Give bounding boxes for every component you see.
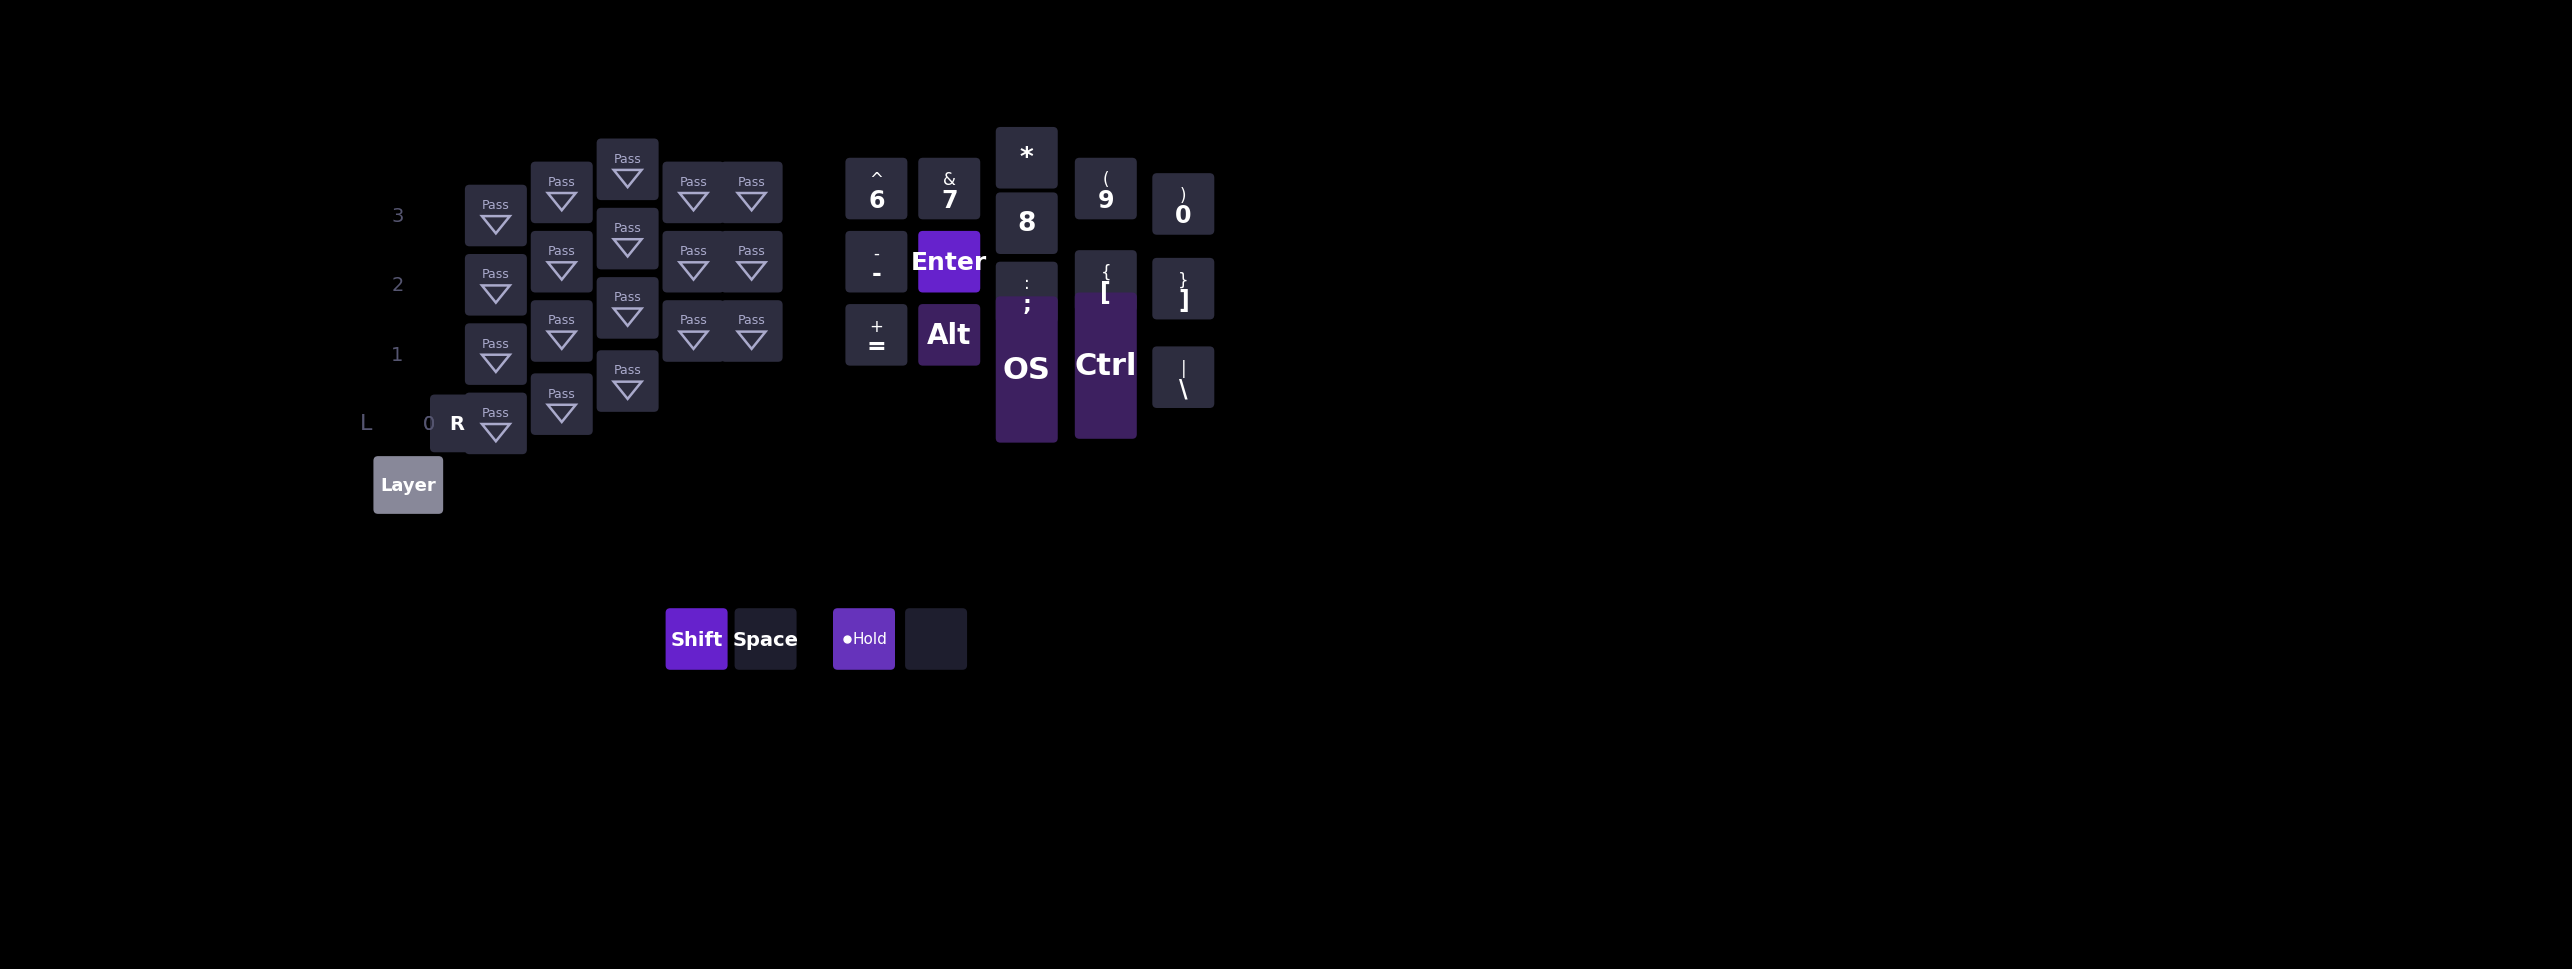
Text: \: \ [1178, 377, 1188, 401]
Text: Hold: Hold [854, 632, 887, 647]
FancyBboxPatch shape [466, 255, 527, 316]
Text: ;: ; [1021, 295, 1031, 314]
FancyBboxPatch shape [918, 159, 980, 220]
Text: Pass: Pass [615, 152, 640, 166]
FancyBboxPatch shape [1075, 294, 1137, 439]
Text: -: - [872, 262, 882, 286]
Text: ]: ] [1178, 289, 1188, 312]
FancyBboxPatch shape [905, 609, 967, 671]
Text: 1: 1 [391, 345, 404, 364]
Text: Layer: Layer [381, 477, 437, 494]
Text: Pass: Pass [615, 364, 640, 377]
Text: [: [ [1101, 281, 1111, 304]
FancyBboxPatch shape [597, 140, 658, 201]
FancyBboxPatch shape [720, 163, 782, 224]
FancyBboxPatch shape [1075, 159, 1137, 220]
Text: ^: ^ [869, 172, 882, 189]
Text: Pass: Pass [738, 175, 766, 189]
Text: Pass: Pass [548, 388, 576, 400]
FancyBboxPatch shape [846, 304, 908, 366]
Text: Pass: Pass [481, 268, 509, 281]
FancyBboxPatch shape [995, 193, 1057, 255]
Text: Pass: Pass [679, 314, 707, 328]
Text: 0: 0 [424, 415, 435, 433]
FancyBboxPatch shape [597, 278, 658, 339]
FancyBboxPatch shape [736, 609, 797, 671]
Text: (: ( [1103, 172, 1109, 189]
FancyBboxPatch shape [720, 301, 782, 362]
Text: ): ) [1181, 186, 1186, 204]
FancyBboxPatch shape [664, 163, 725, 224]
Text: L: L [360, 414, 373, 434]
Text: OS: OS [1003, 356, 1052, 385]
Text: *: * [1021, 145, 1034, 172]
Text: Pass: Pass [548, 314, 576, 328]
FancyBboxPatch shape [1152, 174, 1214, 235]
Text: +: + [869, 317, 882, 335]
FancyBboxPatch shape [846, 159, 908, 220]
Text: 9: 9 [1098, 188, 1114, 212]
Text: Enter: Enter [910, 250, 988, 274]
FancyBboxPatch shape [430, 395, 484, 453]
FancyBboxPatch shape [530, 163, 592, 224]
Text: -: - [874, 244, 880, 263]
Text: :: : [1024, 275, 1029, 293]
FancyBboxPatch shape [846, 232, 908, 294]
Text: 6: 6 [869, 188, 885, 212]
FancyBboxPatch shape [833, 609, 895, 671]
Text: Alt: Alt [926, 322, 972, 350]
Text: Pass: Pass [679, 245, 707, 258]
Text: Pass: Pass [738, 314, 766, 328]
FancyBboxPatch shape [1152, 259, 1214, 320]
Text: |: | [1181, 359, 1186, 378]
Text: Pass: Pass [481, 406, 509, 420]
Text: {: { [1101, 264, 1111, 281]
Text: Pass: Pass [548, 175, 576, 189]
FancyBboxPatch shape [530, 301, 592, 362]
Text: Pass: Pass [548, 245, 576, 258]
Text: Shift: Shift [671, 630, 723, 649]
Text: Pass: Pass [738, 245, 766, 258]
FancyBboxPatch shape [597, 208, 658, 270]
Text: Pass: Pass [481, 199, 509, 211]
Text: 2: 2 [391, 276, 404, 295]
Text: Pass: Pass [481, 337, 509, 350]
FancyBboxPatch shape [1075, 251, 1137, 312]
Text: Pass: Pass [679, 175, 707, 189]
Text: 3: 3 [391, 206, 404, 226]
FancyBboxPatch shape [597, 351, 658, 413]
FancyBboxPatch shape [1152, 347, 1214, 409]
FancyBboxPatch shape [720, 232, 782, 294]
FancyBboxPatch shape [995, 297, 1057, 443]
FancyBboxPatch shape [918, 304, 980, 366]
Text: Pass: Pass [615, 291, 640, 304]
Text: R: R [450, 415, 466, 433]
FancyBboxPatch shape [373, 456, 442, 515]
FancyBboxPatch shape [664, 301, 725, 362]
FancyBboxPatch shape [466, 324, 527, 386]
FancyBboxPatch shape [995, 128, 1057, 189]
FancyBboxPatch shape [530, 374, 592, 435]
FancyBboxPatch shape [466, 185, 527, 247]
Text: Space: Space [733, 630, 797, 649]
FancyBboxPatch shape [918, 232, 980, 294]
Text: 7: 7 [941, 188, 957, 212]
FancyBboxPatch shape [666, 609, 728, 671]
Text: 8: 8 [1019, 211, 1037, 237]
FancyBboxPatch shape [995, 263, 1057, 324]
Text: &: & [944, 172, 957, 189]
Text: }: } [1178, 271, 1188, 289]
Text: Pass: Pass [615, 222, 640, 234]
FancyBboxPatch shape [530, 232, 592, 294]
Text: =: = [867, 334, 887, 359]
Text: Ctrl: Ctrl [1075, 352, 1137, 381]
FancyBboxPatch shape [664, 232, 725, 294]
Text: 0: 0 [424, 415, 435, 433]
FancyBboxPatch shape [466, 393, 527, 454]
Text: 0: 0 [1175, 203, 1191, 228]
